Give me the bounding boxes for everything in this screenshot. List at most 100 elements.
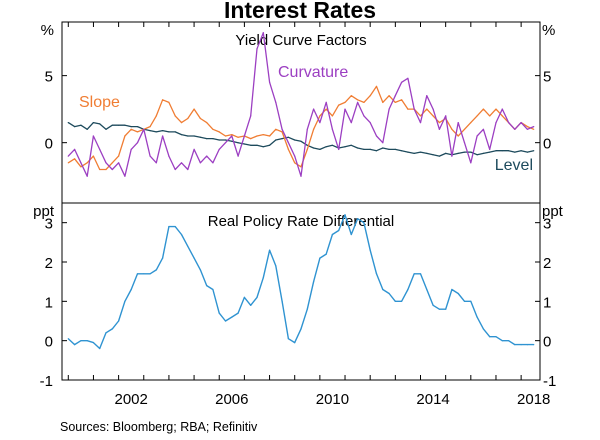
data-point (174, 168, 176, 171)
data-point (388, 148, 390, 150)
x-axis: 2002 2006 2010 2014 2018 (67, 22, 550, 408)
data-point (99, 148, 101, 150)
data-point (375, 273, 378, 275)
data-point (256, 135, 258, 137)
data-point (281, 131, 283, 133)
data-point (281, 128, 283, 130)
data-point (369, 148, 371, 150)
data-point (514, 344, 516, 346)
data-point (470, 162, 472, 164)
data-point (118, 124, 120, 126)
data-point (218, 131, 220, 133)
data-point (451, 128, 453, 130)
data-point (162, 257, 164, 259)
data-point (231, 140, 233, 142)
data-point (394, 300, 396, 302)
data-point (231, 135, 233, 137)
y-tick-label-left: 3 (45, 216, 53, 233)
data-point (80, 166, 82, 168)
data-point (508, 122, 510, 124)
data-point (533, 150, 535, 152)
y-unit-right: ppt (542, 203, 564, 220)
data-point (155, 269, 157, 271)
data-point (155, 131, 157, 133)
data-point (401, 300, 403, 302)
data-point (413, 108, 415, 110)
data-point (451, 288, 453, 291)
data-point (394, 101, 396, 103)
data-point (369, 249, 371, 251)
data-point (294, 139, 296, 141)
data-point (275, 128, 277, 130)
data-point (300, 175, 302, 177)
data-point (180, 162, 183, 164)
data-point (520, 150, 522, 152)
y-unit-left: ppt (33, 203, 55, 220)
data-point (67, 155, 69, 157)
data-point (470, 151, 472, 153)
data-point (136, 126, 139, 128)
data-point (407, 77, 409, 79)
data-point (67, 338, 69, 340)
data-point (394, 95, 396, 97)
data-point (363, 115, 365, 117)
data-point (74, 126, 76, 128)
data-point (287, 142, 289, 144)
data-point (124, 124, 126, 126)
y-tick-label-right: -1 (543, 373, 556, 390)
data-point (224, 320, 227, 322)
data-point (80, 340, 82, 342)
data-point (495, 122, 497, 124)
data-point (187, 245, 189, 247)
data-point (124, 175, 126, 177)
data-point (212, 288, 214, 291)
data-point (149, 273, 151, 275)
data-point (501, 340, 503, 342)
data-point (520, 344, 522, 346)
data-point (262, 277, 264, 279)
data-point (300, 328, 302, 330)
data-point (382, 142, 384, 144)
data-point (250, 115, 252, 117)
data-point (363, 148, 365, 150)
data-point (105, 128, 107, 130)
data-point (445, 115, 447, 117)
data-point (212, 162, 214, 164)
data-point (136, 273, 139, 275)
series-label-slope: Slope (79, 94, 120, 111)
data-point (111, 328, 113, 330)
data-point (136, 131, 139, 133)
source-note: Sources: Bloomberg; RBA; Refinitiv (60, 420, 258, 434)
data-point (363, 222, 365, 224)
data-point (432, 154, 434, 156)
data-point (294, 162, 296, 164)
data-point (388, 108, 390, 110)
data-point (130, 288, 132, 291)
data-point (262, 32, 264, 34)
data-point (463, 300, 466, 302)
data-point (533, 128, 535, 130)
data-point (407, 151, 409, 153)
data-point (419, 115, 422, 117)
data-point (206, 155, 208, 157)
data-point (237, 155, 239, 157)
chart-main-title: Interest Rates (223, 0, 377, 23)
data-point (86, 162, 88, 164)
data-point (482, 108, 484, 110)
data-point (118, 320, 120, 322)
data-point (111, 162, 113, 164)
data-point (331, 115, 333, 117)
x-tick-label: 2010 (316, 391, 349, 408)
data-point (489, 151, 491, 153)
data-point (319, 122, 321, 124)
data-point (199, 136, 201, 138)
data-point (306, 128, 308, 130)
data-point (193, 108, 195, 110)
data-point (451, 155, 453, 157)
data-point (357, 147, 359, 149)
data-point (357, 218, 359, 220)
data-point (250, 304, 252, 306)
data-point (338, 229, 340, 232)
data-point (363, 101, 365, 103)
data-point (413, 273, 415, 275)
